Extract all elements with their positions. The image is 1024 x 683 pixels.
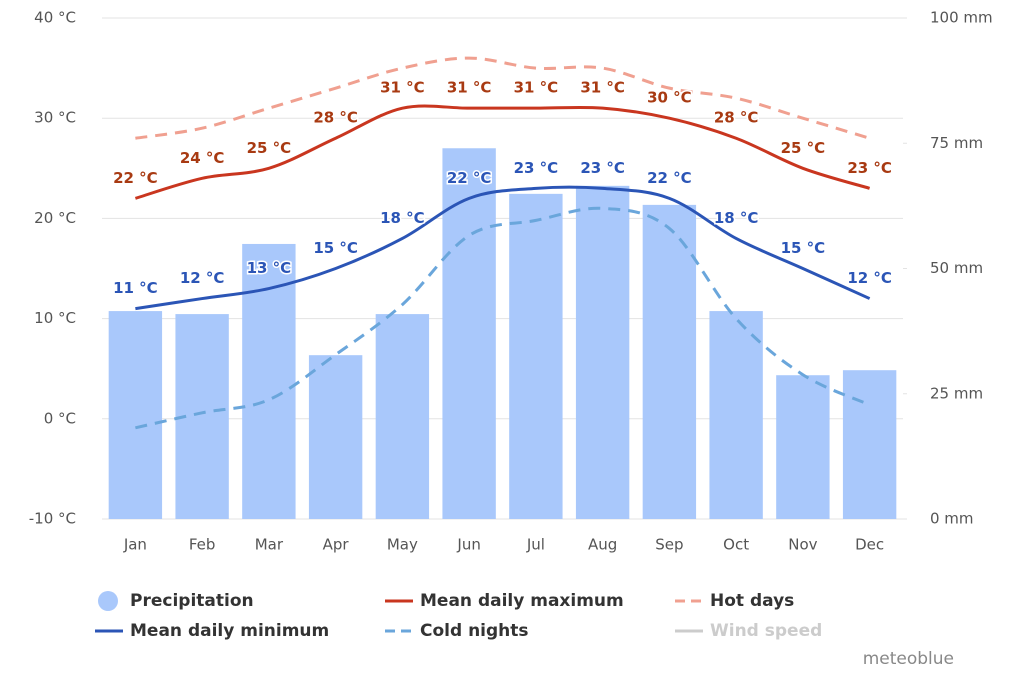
data-label: 25 °C: [781, 139, 826, 157]
data-label: 31 °C: [447, 79, 492, 97]
data-labels: 22 °C 24 °C 25 °C 28 °C 31 °C 31 °C 31 °C 31 °C…: [112, 77, 894, 298]
data-label: 24 °C: [180, 149, 225, 167]
data-label: 25 °C: [247, 139, 292, 157]
lines: [134, 56, 871, 430]
y-tick-label: 10 °C: [34, 309, 76, 327]
legend-label: Wind speed: [710, 621, 822, 641]
y2-tick-label: 100 mm: [930, 9, 993, 27]
data-label: 22 °C: [647, 169, 692, 187]
y-tick-label: 0 °C: [44, 409, 76, 427]
bar: [776, 375, 830, 519]
data-label: 31 °C: [514, 79, 559, 97]
data-label: 13 °C: [247, 259, 292, 277]
data-label: 30 °C: [647, 89, 692, 107]
data-label: 31 °C: [580, 79, 625, 97]
data-label: 28 °C: [313, 109, 358, 127]
bar: [575, 185, 630, 519]
data-label: 18 °C: [380, 209, 425, 227]
data-label: 15 °C: [313, 239, 358, 257]
bar: [642, 204, 697, 520]
data-label: 12 °C: [180, 269, 225, 287]
bar: [842, 370, 897, 519]
y2-tick-label: 75 mm: [930, 134, 983, 152]
y-tick-label: 40 °C: [34, 9, 76, 27]
line: [134, 104, 871, 200]
y2-tick-label: 0 mm: [930, 510, 974, 528]
bar: [108, 311, 163, 519]
x-tick-label: Jul: [526, 536, 545, 554]
x-tick-label: Jan: [123, 536, 147, 554]
line: [135, 185, 871, 311]
x-tick-label: Mar: [255, 536, 284, 554]
data-label: 15 °C: [781, 239, 826, 257]
data-label: 11 °C: [113, 279, 158, 297]
legend-swatch: [98, 591, 118, 611]
x-tick-label: Apr: [323, 536, 350, 554]
legend-label: Mean daily maximum: [420, 591, 624, 611]
bars: [108, 148, 897, 520]
bar: [442, 148, 496, 519]
data-label: 31 °C: [380, 79, 425, 97]
line: [135, 56, 871, 140]
bar: [308, 355, 363, 519]
x-tick-label: Dec: [855, 536, 884, 554]
legend-label: Cold nights: [420, 621, 529, 641]
data-label: 22 °C: [113, 169, 158, 187]
legend-label: Hot days: [710, 591, 794, 611]
y2-tick-label: 25 mm: [930, 384, 983, 402]
y-tick-label: 30 °C: [34, 109, 76, 127]
line: [135, 206, 871, 430]
x-tick-label: Jun: [456, 536, 480, 554]
data-label: 12 °C: [847, 269, 892, 287]
x-tick-label: May: [387, 536, 418, 554]
legend-label: Mean daily minimum: [130, 621, 329, 641]
data-label: 23 °C: [847, 159, 892, 177]
watermark: meteoblue: [863, 649, 954, 669]
x-tick-label: Aug: [588, 536, 617, 554]
bar: [709, 311, 763, 519]
y2-tick-label: 50 mm: [930, 259, 983, 277]
data-label: 18 °C: [714, 209, 759, 227]
data-label: 23 °C: [580, 159, 625, 177]
y-tick-label: -10 °C: [29, 510, 76, 528]
legend-label: Precipitation: [130, 591, 254, 611]
y-tick-label: 20 °C: [34, 209, 76, 227]
x-tick-label: Nov: [788, 536, 817, 554]
bar: [509, 193, 563, 519]
data-label: 22 °C: [447, 169, 492, 187]
x-tick-label: Feb: [189, 536, 216, 554]
data-label: 28 °C: [714, 109, 759, 127]
x-tick-label: Sep: [655, 536, 683, 554]
bar: [375, 314, 430, 519]
data-label: 23 °C: [514, 159, 559, 177]
x-tick-label: Oct: [723, 536, 749, 554]
